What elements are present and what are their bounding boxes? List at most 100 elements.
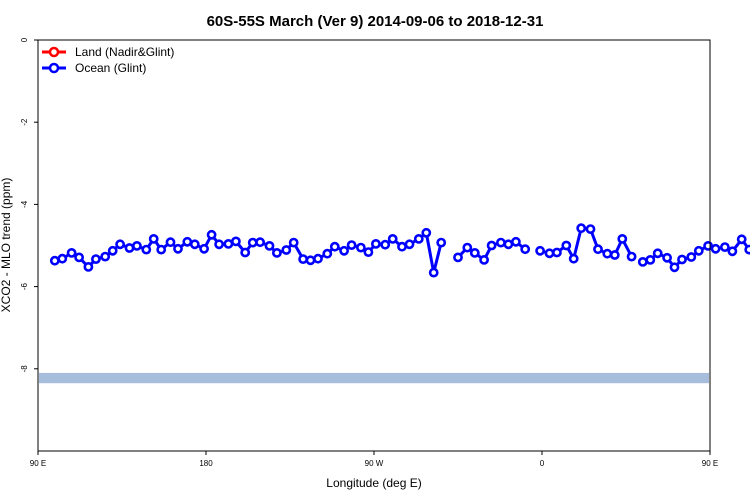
legend: Land (Nadir&Glint) Ocean (Glint) (42, 45, 174, 75)
data-point (363, 247, 374, 257)
data-point (710, 243, 721, 254)
legend-ocean-marker (48, 62, 60, 74)
data-point (617, 233, 628, 244)
reference-band-layer (39, 372, 709, 384)
data-point (322, 248, 333, 259)
data-point (91, 254, 101, 264)
data-point (662, 252, 672, 263)
reference-band (39, 372, 709, 384)
data-point (288, 237, 299, 248)
data-point (313, 253, 323, 264)
data-point (264, 240, 275, 251)
data-point (346, 240, 357, 250)
data-point (397, 241, 407, 252)
data-point (552, 247, 562, 258)
data-point (479, 254, 489, 265)
data-point (380, 239, 391, 250)
data-point (585, 224, 596, 234)
data-point (370, 238, 381, 249)
data-point (486, 240, 497, 251)
data-point (677, 254, 687, 265)
data-point (214, 239, 224, 250)
data-point (462, 242, 473, 253)
data-point (428, 267, 439, 278)
data-point (66, 247, 77, 258)
data-point (173, 243, 183, 254)
data-point (206, 229, 217, 240)
legend-land-marker (48, 46, 60, 58)
data-point (182, 236, 193, 247)
data-point (230, 236, 241, 247)
data-point (609, 250, 620, 260)
data-point (199, 243, 209, 254)
data-point (520, 244, 531, 255)
y-axis: 0 -2 -4 -6 -8 (20, 37, 38, 372)
data-point (148, 233, 159, 244)
data-point (74, 252, 84, 263)
data-point (281, 245, 292, 255)
data-point (49, 255, 60, 266)
data-point (645, 254, 656, 265)
data-point (720, 242, 730, 252)
data-point (387, 233, 398, 244)
data-point (736, 234, 747, 245)
x-tick-label: 90 E (702, 459, 718, 468)
data-point (686, 252, 697, 262)
data-point (255, 237, 265, 248)
data-point (189, 239, 200, 250)
data-point (669, 262, 680, 273)
data-point (413, 233, 424, 244)
data-point (503, 239, 514, 250)
data-point (453, 252, 463, 263)
data-point (693, 245, 704, 256)
y-tick-label: -6 (20, 282, 29, 290)
data-point (568, 253, 579, 264)
y-tick-label: 0 (20, 37, 29, 42)
data-point (626, 251, 637, 262)
series-layer (49, 223, 750, 278)
y-axis-label: XCO2 - MLO trend (ppm) (0, 178, 13, 313)
x-tick-label: 180 (199, 459, 213, 468)
data-point (141, 244, 152, 255)
chart-title: 60S-55S March (Ver 9) 2014-09-06 to 2018… (207, 13, 544, 30)
data-point (637, 256, 648, 267)
data-point (57, 253, 68, 264)
data-point (544, 248, 555, 259)
data-point (355, 242, 366, 253)
data-point (329, 241, 340, 252)
data-point (727, 246, 738, 257)
data-point (602, 248, 613, 259)
data-point (165, 237, 176, 248)
data-point (535, 245, 545, 256)
data-point (469, 247, 480, 258)
data-point (83, 261, 94, 272)
x-axis: 90 E 180 90 W 0 90 E (30, 451, 718, 468)
data-point (511, 236, 521, 247)
data-point (436, 237, 447, 248)
data-point (421, 227, 432, 238)
data-point (652, 248, 663, 259)
data-point (495, 237, 506, 248)
data-point (298, 254, 308, 264)
data-point (339, 245, 349, 256)
data-point (593, 244, 603, 255)
data-point (561, 240, 572, 251)
data-point (131, 240, 142, 251)
data-point (223, 238, 234, 249)
x-tick-label: 90 E (30, 459, 46, 468)
data-point (271, 247, 282, 258)
x-axis-label: Longitude (deg E) (326, 476, 421, 490)
y-tick-label: -4 (20, 200, 29, 208)
legend-entry-land: Land (Nadir&Glint) (42, 45, 174, 59)
y-tick-label: -2 (20, 118, 29, 126)
data-point (240, 247, 251, 258)
data-point (115, 239, 125, 250)
data-point (744, 244, 750, 255)
data-point (156, 244, 167, 255)
legend-ocean-label: Ocean (Glint) (75, 61, 146, 75)
x-tick-label: 90 W (365, 459, 384, 468)
data-point (576, 223, 587, 234)
y-tick-label: -8 (20, 365, 29, 373)
data-point (305, 255, 316, 266)
